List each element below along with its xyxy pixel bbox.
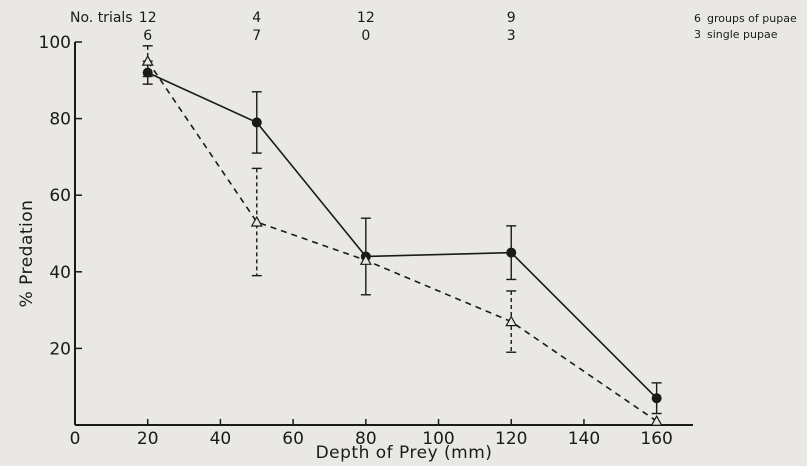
x-ticks: 0 20 40 60 80 100 120 140 160 bbox=[70, 419, 673, 449]
data-point-single bbox=[650, 414, 663, 426]
x-axis-label: Depth of Prey (mm) bbox=[316, 443, 493, 463]
legend-label-single: single pupae bbox=[707, 28, 778, 41]
trials-groups-count: 12 bbox=[139, 10, 157, 26]
x-tick-label: 120 bbox=[495, 429, 527, 449]
legend-count-groups: 6 bbox=[694, 12, 701, 25]
data-point-single bbox=[141, 54, 154, 66]
y-ticks: 20 40 60 80 100 bbox=[39, 33, 82, 359]
axes bbox=[74, 42, 693, 426]
trials-row: No. trials 12 6 4 7 12 0 9 3 bbox=[70, 10, 516, 44]
series-line-groups bbox=[147, 71, 658, 399]
y-tick-label: 100 bbox=[39, 33, 71, 53]
trials-groups-count: 12 bbox=[357, 10, 375, 26]
trials-header: No. trials bbox=[70, 10, 133, 26]
data-point-groups bbox=[142, 67, 153, 78]
y-tick-label: 60 bbox=[49, 186, 71, 206]
x-tick-label: 100 bbox=[422, 429, 454, 449]
trials-single-count: 6 bbox=[143, 28, 152, 44]
y-tick-label: 20 bbox=[49, 339, 71, 359]
data-point-single bbox=[505, 315, 518, 327]
data-point-single bbox=[250, 215, 263, 227]
data-point-groups bbox=[251, 117, 262, 128]
trials-single-count: 3 bbox=[507, 28, 516, 44]
legend: 6 groups of pupae 3 single pupae bbox=[694, 12, 797, 41]
y-tick-label: 40 bbox=[49, 263, 71, 283]
legend-label-groups: groups of pupae bbox=[707, 12, 797, 25]
y-axis-label: % Predation bbox=[17, 200, 37, 308]
legend-count-single: 3 bbox=[694, 28, 701, 41]
y-tick-label: 80 bbox=[49, 110, 71, 130]
x-tick-label: 80 bbox=[355, 429, 377, 449]
data-point-single bbox=[359, 254, 372, 265]
x-tick-label: 60 bbox=[282, 429, 304, 449]
trials-single-count: 0 bbox=[361, 28, 370, 44]
trials-single-count: 7 bbox=[252, 28, 261, 44]
trials-groups-count: 9 bbox=[507, 10, 516, 26]
x-tick-label: 160 bbox=[640, 429, 672, 449]
series-line-single bbox=[147, 60, 658, 422]
data-point-groups bbox=[651, 393, 662, 404]
x-tick-label: 140 bbox=[568, 429, 600, 449]
trials-groups-count: 4 bbox=[252, 10, 261, 26]
data-point-groups bbox=[506, 247, 517, 258]
x-tick-label: 20 bbox=[137, 429, 159, 449]
x-tick-label: 0 bbox=[70, 429, 81, 449]
series-layer bbox=[141, 45, 663, 426]
x-tick-label: 40 bbox=[210, 429, 232, 449]
